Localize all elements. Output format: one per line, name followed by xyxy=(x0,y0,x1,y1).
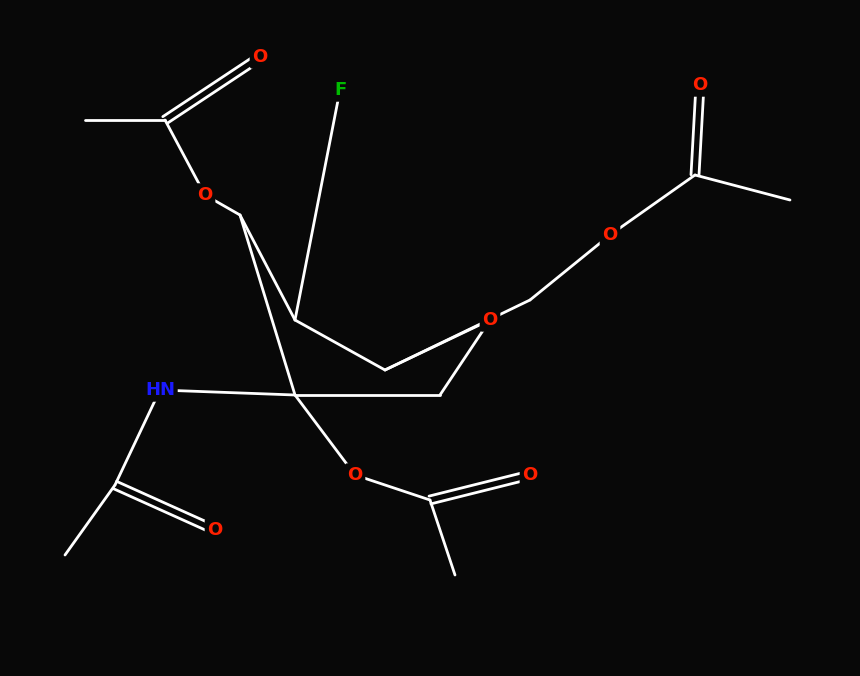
Text: O: O xyxy=(602,226,617,244)
Text: O: O xyxy=(198,186,212,204)
Text: F: F xyxy=(334,81,346,99)
Text: O: O xyxy=(522,466,538,484)
Text: O: O xyxy=(252,48,267,66)
Text: O: O xyxy=(347,466,363,484)
Text: HN: HN xyxy=(145,381,175,399)
Text: O: O xyxy=(207,521,223,539)
Text: O: O xyxy=(482,311,498,329)
Text: O: O xyxy=(692,76,708,94)
